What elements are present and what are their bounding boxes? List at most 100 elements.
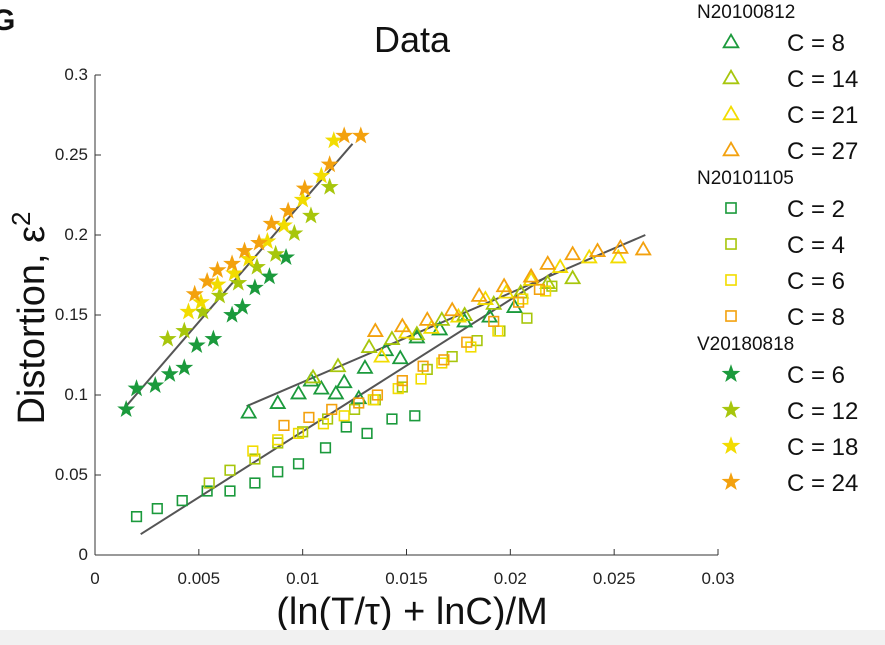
legend-marker (721, 364, 741, 382)
data-point (488, 315, 500, 328)
x-tick-label: 0.005 (178, 569, 221, 588)
data-point (127, 379, 146, 397)
data-point (539, 255, 557, 270)
data-point (258, 231, 277, 250)
data-point (335, 126, 354, 144)
data-point (185, 284, 204, 302)
legend-marker (725, 310, 737, 322)
data-point (317, 418, 330, 430)
data-point (471, 334, 483, 347)
data-point (302, 206, 320, 224)
legend-entry-label: C = 8 (787, 304, 845, 331)
x-tick-label: 0.02 (494, 569, 527, 588)
legend: N20100812 C = 8 C = 14 C = 21 C = 27 N2010110… (697, 2, 858, 497)
data-point (418, 311, 436, 326)
data-point (239, 249, 258, 267)
data-point (540, 285, 552, 297)
data-point (505, 298, 524, 313)
fit-line (140, 272, 553, 536)
data-point (293, 190, 312, 208)
data-point (422, 319, 440, 334)
data-point (340, 421, 352, 433)
legend-entry-label: C = 6 (787, 268, 845, 295)
data-point (146, 375, 165, 394)
bottom-strip (0, 630, 885, 645)
data-point (461, 336, 473, 348)
legend-group-title: V20180818 (697, 334, 794, 355)
data-point (266, 244, 285, 262)
legend-entry-label: C = 21 (787, 102, 858, 129)
data-point (436, 357, 448, 369)
data-point (249, 453, 261, 465)
data-point (533, 283, 546, 296)
x-tick-label: 0.015 (385, 569, 428, 588)
legend-group-title: N20100812 (697, 2, 795, 23)
y-tick-label: 0.05 (55, 465, 88, 484)
data-point (229, 273, 248, 291)
y-tick-label: 0.3 (64, 65, 88, 84)
data-point (351, 126, 370, 144)
x-tick-label: 0.025 (593, 569, 636, 588)
data-point (223, 254, 242, 272)
data-point (320, 155, 339, 173)
data-point (289, 384, 308, 400)
data-point (324, 131, 343, 149)
data-point (609, 248, 627, 264)
data-point (278, 419, 290, 432)
legend-entry-label: C = 12 (787, 398, 858, 425)
x-axis-label: (ln(T/τ) + lnC)/M (276, 591, 548, 630)
legend-marker (722, 140, 740, 157)
data-point (415, 373, 427, 385)
data-point (327, 384, 345, 400)
data-point (564, 245, 582, 261)
data-point (371, 389, 384, 401)
data-point (522, 271, 540, 286)
data-point (360, 338, 378, 353)
legend-entry-label: C = 27 (787, 138, 858, 165)
legend-entry-label: C = 14 (787, 66, 858, 93)
data-point (292, 427, 305, 440)
scatter-chart: G Data 0 0.005 0.01 0.015 0.02 0.025 0.03 0 0.0… (0, 2, 858, 630)
data-point (522, 267, 540, 283)
data-point (210, 286, 229, 304)
data-point (187, 335, 206, 354)
data-point (366, 322, 384, 337)
data-point (329, 357, 347, 373)
y-axis-label-text: Distortion, ε (11, 226, 53, 425)
legend-marker (721, 400, 741, 418)
legend-entry-label: C = 4 (787, 232, 845, 259)
data-point (279, 201, 298, 219)
data-point (383, 330, 401, 345)
data-point (312, 166, 331, 184)
data-point (521, 312, 533, 324)
data-point (272, 434, 284, 446)
panel-letter: G (0, 4, 15, 37)
data-point (564, 269, 582, 285)
legend-marker (725, 202, 737, 214)
legend-marker (722, 104, 740, 121)
y-axis-label-superscript: 2 (6, 211, 36, 225)
data-point (245, 278, 264, 296)
data-point (433, 311, 451, 326)
data-point (319, 442, 332, 454)
data-point (158, 329, 177, 347)
data-point (326, 403, 338, 416)
y-tick-label: 0.25 (55, 145, 88, 164)
data-point (470, 287, 488, 302)
data-point (408, 325, 426, 341)
data-point (272, 466, 284, 478)
x-tick-label: 0.03 (701, 569, 734, 588)
data-point (224, 485, 236, 497)
data-point (295, 179, 314, 197)
data-point (225, 263, 244, 282)
data-point (304, 368, 322, 384)
y-tick-label: 0 (79, 545, 88, 564)
data-point (130, 510, 143, 523)
data-point (179, 302, 198, 320)
data-point (285, 223, 304, 242)
data-point (396, 374, 408, 387)
data-point (338, 410, 350, 422)
legend-entry-label: C = 2 (787, 196, 845, 223)
legend-marker (721, 472, 741, 490)
data-point (175, 358, 194, 376)
